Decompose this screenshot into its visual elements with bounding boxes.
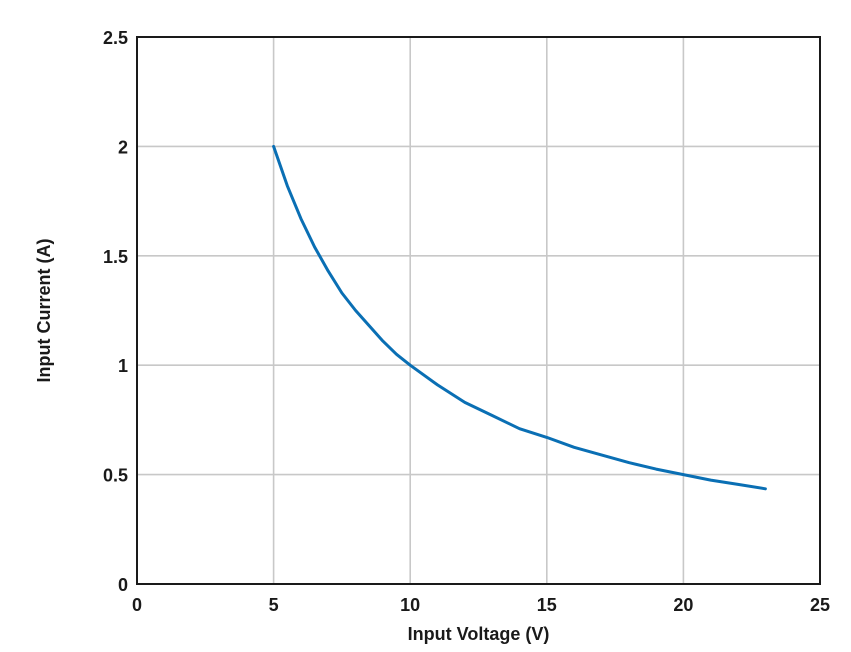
x-axis-ticks: 0 5 10 15 20 25 — [132, 595, 830, 615]
x-tick-label: 0 — [132, 595, 142, 615]
y-tick-label: 2.5 — [103, 28, 128, 48]
y-axis-title: Input Current (A) — [34, 239, 54, 383]
plot-area-frame — [136, 36, 821, 585]
x-tick-label: 15 — [537, 595, 557, 615]
grid-lines — [137, 37, 820, 584]
x-axis-title: Input Voltage (V) — [408, 624, 550, 644]
series-layer — [272, 144, 767, 491]
y-tick-label: 1 — [118, 356, 128, 376]
x-tick-label: 5 — [269, 595, 279, 615]
y-tick-label: 1.5 — [103, 247, 128, 267]
x-tick-label: 25 — [810, 595, 830, 615]
x-tick-label: 10 — [400, 595, 420, 615]
y-tick-label: 0 — [118, 575, 128, 595]
y-axis-ticks: 0 0.5 1 1.5 2 2.5 — [103, 28, 128, 595]
y-tick-label: 2 — [118, 137, 128, 157]
y-tick-label: 0.5 — [103, 466, 128, 486]
series-line — [272, 144, 767, 491]
x-tick-label: 20 — [673, 595, 693, 615]
